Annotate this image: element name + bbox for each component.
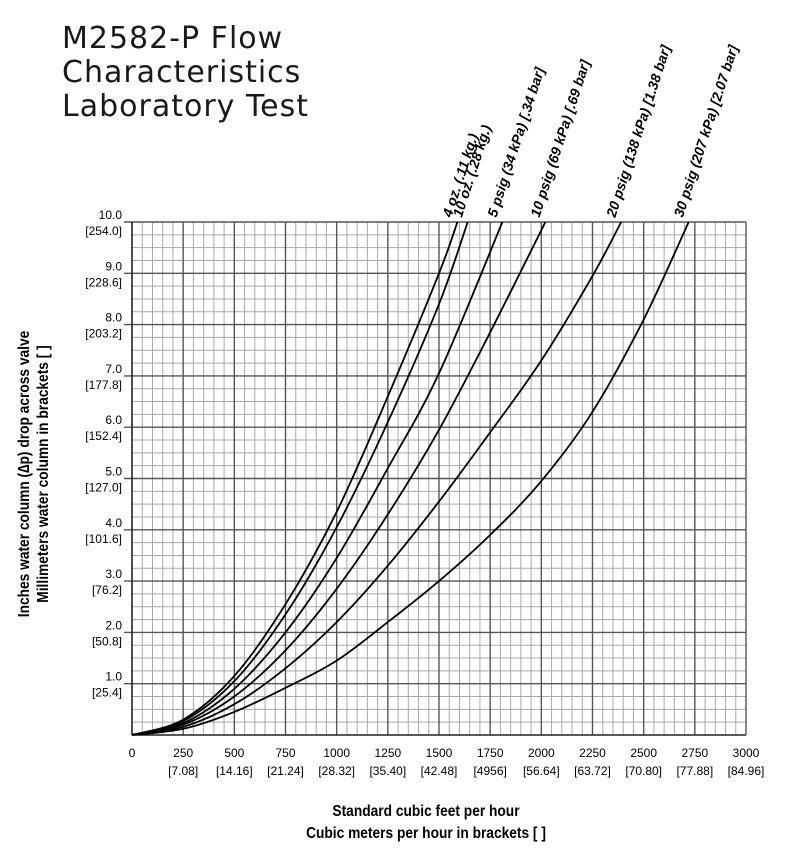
flow-curve [131, 221, 469, 736]
flow-curve [131, 221, 690, 736]
y-axis-subtitle: Millimeters water column in brackets [ ] [34, 345, 52, 602]
y-tick-label: 9.0 [105, 259, 122, 273]
x-tick-label-metric: [42.48] [421, 764, 458, 778]
y-tick-label: 8.0 [105, 311, 122, 325]
x-tick-label-metric: [4956] [473, 764, 506, 778]
flow-curve [131, 221, 459, 736]
y-tick-label-metric: [177.8] [85, 378, 122, 392]
y-tick-labels: 1.0 2.0 3.0 4.0 5.0 6.0 7.0 8.0 9.0 10.0 [25.4] [50… [85, 208, 122, 700]
y-tick-label-metric: [254.0] [85, 224, 122, 238]
curve-labels: 4 oz. (.11 kg.)10 oz. (.28 kg.)5 psig (3… [439, 42, 742, 220]
x-tick-label-metric: [63.72] [574, 764, 611, 778]
curve-label: 30 psig (207 kPa) [2.07 bar] [670, 42, 741, 219]
x-tick-label: 750 [275, 746, 295, 760]
curve-label: 20 psig (138 kPa) [1.38 bar] [603, 42, 674, 220]
x-axis-title: Standard cubic feet per hour [332, 802, 519, 820]
y-tick-label: 4.0 [105, 516, 122, 530]
y-tick-label-metric: [203.2] [85, 327, 122, 341]
x-tick-label: 0 [129, 746, 136, 760]
y-tick-label: 6.0 [105, 413, 122, 427]
x-tick-label-metric: [84.96] [728, 764, 765, 778]
y-tick-label: 5.0 [105, 465, 122, 479]
title-line-1: M2582-P Flow [62, 21, 284, 56]
x-tick-label: 2250 [579, 746, 606, 760]
y-tick-label-metric: [152.4] [85, 429, 122, 443]
flow-curve [131, 221, 504, 736]
title-line-2: Characteristics [62, 55, 302, 90]
x-tick-label-metric: [35.40] [369, 764, 406, 778]
x-tick-label: 2500 [630, 746, 657, 760]
x-tick-label-metric: [14.16] [216, 764, 253, 778]
x-tick-label: 1750 [477, 746, 504, 760]
y-tick-label-metric: [127.0] [85, 481, 122, 495]
x-tick-label: 500 [224, 746, 244, 760]
x-tick-labels: 0 250 500 750 1000 1250 1500 1750 2000 2250 2500 27… [129, 746, 765, 778]
y-tick-label-metric: [228.6] [85, 275, 122, 289]
y-tick-label: 1.0 [105, 670, 122, 684]
x-tick-label: 2000 [528, 746, 555, 760]
x-tick-label-metric: [21.24] [267, 764, 304, 778]
y-tick-label-metric: [101.6] [85, 532, 122, 546]
x-tick-label-metric: [28.32] [318, 764, 355, 778]
x-tick-label: 3000 [733, 746, 760, 760]
x-tick-label-metric: [77.88] [676, 764, 713, 778]
x-tick-label: 2750 [681, 746, 708, 760]
y-tick-label-metric: [76.2] [92, 583, 122, 597]
flow-curve [131, 221, 547, 736]
x-tick-label-metric: [70.80] [625, 764, 662, 778]
y-tick-label-metric: [50.8] [92, 634, 122, 648]
x-tick-label-metric: [56.64] [523, 764, 560, 778]
flow-curves [131, 221, 690, 736]
y-tick-label: 3.0 [105, 567, 122, 581]
title-line-3: Laboratory Test [62, 89, 310, 124]
x-axis-subtitle: Cubic meters per hour in brackets [ ] [306, 824, 546, 842]
flow-curve [131, 221, 622, 736]
x-tick-label: 1500 [426, 746, 453, 760]
axes [131, 222, 747, 736]
x-tick-label: 1000 [323, 746, 350, 760]
chart-title: M2582-P Flow Characteristics Laboratory … [62, 22, 309, 124]
y-tick-label: 10.0 [99, 208, 123, 222]
y-tick-label: 2.0 [105, 618, 122, 632]
y-tick-label-metric: [25.4] [92, 686, 122, 700]
x-tick-label: 250 [173, 746, 193, 760]
y-axis-title: Inches water column (∆p) drop across val… [15, 331, 33, 617]
y-tick-label: 7.0 [105, 362, 122, 376]
x-tick-label: 1250 [374, 746, 401, 760]
x-tick-label-metric: [7.08] [168, 764, 198, 778]
